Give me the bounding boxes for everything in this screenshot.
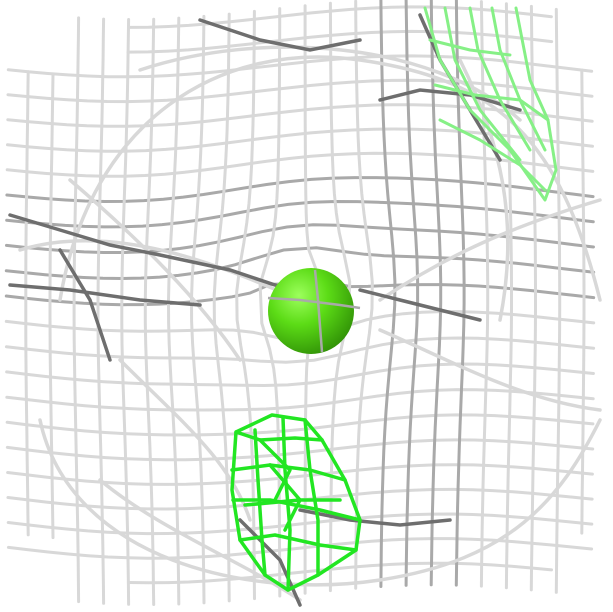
cage-grid-line	[96, 17, 106, 605]
cage-grid-line	[166, 16, 181, 606]
cage-ridge	[58, 248, 112, 362]
cage-contour	[38, 418, 602, 587]
cage-contour	[18, 239, 302, 302]
cage-grid-line	[24, 70, 30, 537]
density-mesh-strand	[243, 498, 342, 507]
cage-ridge	[298, 508, 452, 527]
density-mesh-strand	[231, 498, 362, 522]
cage-grid-line	[580, 68, 586, 535]
cage-contour	[458, 58, 510, 322]
cage-grid-line	[127, 5, 553, 29]
sphere-front-strand	[313, 269, 324, 353]
cage-ridge	[378, 88, 522, 112]
density-mesh-strand	[238, 533, 358, 552]
cage-ridge	[198, 18, 362, 52]
cage-grid-line	[6, 54, 594, 79]
cage-grid-line	[5, 413, 595, 437]
cage-grid-line	[404, 0, 420, 587]
density-mesh-strand	[428, 38, 512, 57]
cage-grid-line	[529, 4, 537, 592]
green-density-mesh-top-right	[423, 6, 558, 202]
cage-grid-line	[5, 438, 595, 462]
cage-grid-line	[120, 18, 131, 606]
density-mesh-strand	[423, 6, 558, 202]
cage-ridge	[358, 288, 482, 322]
cage-contour	[98, 478, 302, 602]
density-mesh-strand	[443, 6, 522, 162]
cage-grid-line	[189, 14, 206, 605]
density-mesh-strand	[433, 83, 550, 122]
cage-grid-line	[4, 336, 596, 364]
density-mesh-strand	[438, 118, 547, 192]
density-mesh-strand	[230, 463, 347, 482]
cage-contour	[138, 45, 522, 122]
cage-ridge	[8, 213, 292, 292]
density-mesh-strand	[253, 428, 267, 577]
cage-grid-line	[6, 78, 594, 104]
cage-grid-line	[5, 176, 595, 204]
cage-grid-line	[554, 7, 562, 594]
cage-contour	[378, 328, 602, 412]
density-mesh-strand	[303, 418, 320, 577]
cage-ridge	[238, 518, 302, 607]
density-mesh-strand	[490, 6, 547, 152]
cage-grid-line	[5, 388, 595, 412]
cage-contour	[58, 55, 602, 302]
cage-grid-line	[429, 0, 443, 587]
cage-grid-line	[5, 199, 595, 229]
density-mesh-strand	[468, 6, 532, 152]
cage-contour	[378, 198, 602, 302]
sphere-body	[268, 268, 354, 354]
cage-grid-line	[5, 362, 595, 388]
cage-grid-line	[48, 72, 55, 540]
cage-grid-line	[72, 16, 81, 604]
green-sphere-atom	[267, 268, 361, 354]
cage-grid-line	[143, 17, 156, 606]
sphere-front-strand	[267, 296, 361, 310]
cage-grid-line	[379, 0, 397, 588]
cage-grid-line	[6, 127, 594, 153]
cage-grid-line	[6, 512, 594, 536]
density-mesh-strand	[258, 438, 292, 502]
cage-grid-line	[212, 12, 231, 603]
green-density-mesh-bottom	[230, 413, 362, 592]
cage-ridge	[8, 283, 202, 307]
cage-contour	[68, 178, 242, 362]
cage-grid-line	[504, 2, 513, 590]
cage-grid-line	[479, 0, 490, 588]
cage-grid-line	[354, 0, 374, 590]
cage-grid-line	[4, 246, 596, 281]
